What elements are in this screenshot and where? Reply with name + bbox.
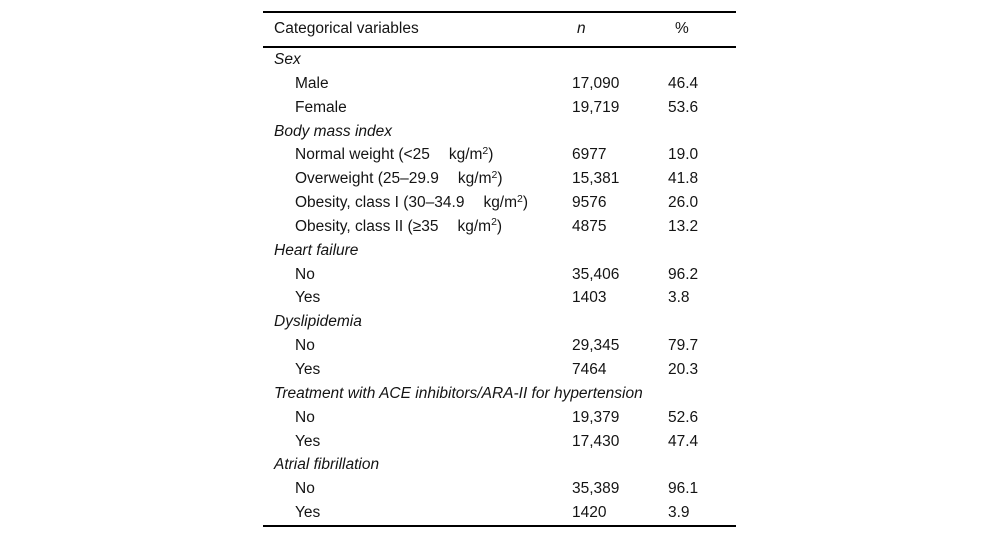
label-cell: Yes [295,432,321,450]
label-cell: Obesity, class I (30–34.9 kg/m2) [295,192,529,212]
percent-cell: 3.8 [668,289,690,307]
superscript: 2 [482,144,489,157]
table-body: Sex Male 17,090 46.4 Female 19,719 53.6 Body ma… [263,48,736,525]
label-cell: Treatment with ACE inhibitors/ARA-II for… [274,384,643,402]
n-cell: 35,389 [572,480,620,498]
n-cell: 1420 [572,504,607,522]
percent-cell: 13.2 [668,217,699,235]
table-row: Yes 7464 20.3 [263,358,736,382]
n-cell: 4875 [572,217,607,235]
label-cell: Heart failure [274,241,359,259]
label-cell: No [295,337,315,355]
label-cell: Sex [274,51,301,69]
label-cell: Overweight (25–29.9 kg/m2) [295,168,503,188]
header-percent-column: % [675,20,689,38]
n-cell: 17,090 [572,74,620,92]
label-cell: No [295,265,315,283]
n-cell: 29,345 [572,337,620,355]
section-row: Treatment with ACE inhibitors/ARA-II for… [263,382,736,406]
header-n-column: n [577,20,586,38]
table-row: Overweight (25–29.9 kg/m2) 15,381 41.8 [263,167,736,191]
percent-cell: 3.9 [668,504,690,522]
label-cell: Dyslipidemia [274,313,362,331]
percent-cell: 53.6 [668,98,699,116]
label-cell: Obesity, class II (≥35 kg/m2) [295,216,503,235]
table-row: No 19,379 52.6 [263,406,736,430]
table-row: No 35,406 96.2 [263,263,736,287]
n-cell: 19,719 [572,98,620,116]
table-row: Yes 1403 3.8 [263,287,736,311]
superscript: 2 [517,192,523,205]
table-row: No 29,345 79.7 [263,334,736,358]
table-row: Male 17,090 46.4 [263,72,736,96]
label-cell: Normal weight (<25 kg/m2) [295,144,494,164]
n-cell: 17,430 [572,432,620,450]
table-row: Yes 17,430 47.4 [263,430,736,454]
table-row: Yes 1420 3.9 [263,501,736,525]
table-row: Obesity, class II (≥35 kg/m2) 4875 13.2 [263,215,736,239]
section-row: Heart failure [263,239,736,263]
header-label: Categorical variables [274,20,419,38]
label-cell: No [295,408,315,426]
table-header-row: Categorical variables n % [263,13,736,46]
percent-cell: 20.3 [668,360,699,378]
n-cell: 19,379 [572,408,620,426]
superscript: 2 [491,216,497,229]
n-cell: 15,381 [572,170,620,188]
table-row: Obesity, class I (30–34.9 kg/m2) 9576 26.0 [263,191,736,215]
percent-cell: 19.0 [668,146,699,164]
percent-cell: 47.4 [668,432,699,450]
percent-cell: 96.1 [668,480,699,498]
label-cell: Female [295,98,347,116]
percent-cell: 52.6 [668,408,699,426]
percent-cell: 41.8 [668,170,699,188]
label-cell: No [295,480,315,498]
section-row: Body mass index [263,120,736,144]
table-row: No 35,389 96.1 [263,477,736,501]
percent-cell: 79.7 [668,337,699,355]
superscript: 2 [491,168,498,181]
table-top-rule [263,11,736,13]
n-cell: 9576 [572,194,607,212]
percent-cell: 26.0 [668,194,699,212]
n-cell: 35,406 [572,265,620,283]
label-cell: Yes [295,289,321,307]
label-cell: Body mass index [274,122,393,140]
n-cell: 1403 [572,289,607,307]
table-row: Normal weight (<25 kg/m2) 6977 19.0 [263,143,736,167]
label-cell: Yes [295,360,321,378]
label-cell: Yes [295,504,321,522]
table-bottom-rule [263,524,736,527]
table-row: Female 19,719 53.6 [263,96,736,120]
section-row: Atrial fibrillation [263,453,736,477]
n-cell: 6977 [572,146,607,164]
section-row: Sex [263,48,736,72]
section-row: Dyslipidemia [263,310,736,334]
n-cell: 7464 [572,360,607,378]
label-cell: Male [295,74,329,92]
header-bottom-rule [263,45,736,49]
percent-cell: 46.4 [668,74,699,92]
percent-cell: 96.2 [668,265,699,283]
categorical-variables-table: Categorical variables n % Sex Male 17,090 4… [263,11,736,527]
label-cell: Atrial fibrillation [274,456,380,474]
